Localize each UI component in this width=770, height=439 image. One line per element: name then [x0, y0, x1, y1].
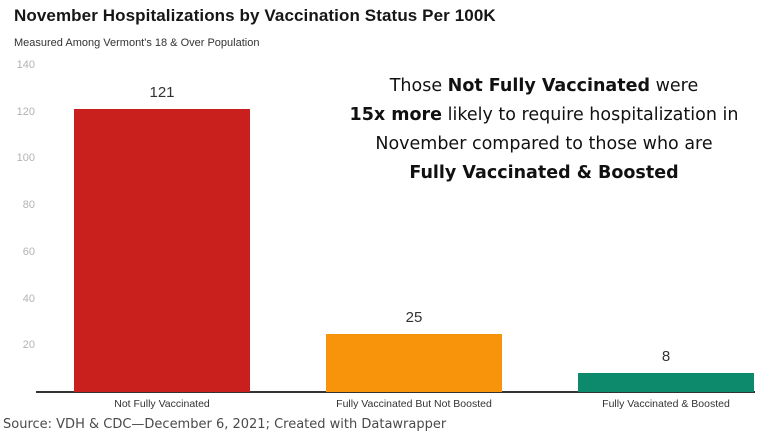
- y-axis-tick-label: 100: [16, 152, 35, 165]
- annotation-bold-text: Fully Vaccinated & Boosted: [409, 163, 679, 183]
- y-axis-tick-label: 120: [16, 105, 35, 118]
- annotation-regular-text: likely to require hospitalization in: [442, 105, 739, 125]
- annotation-bold-text: 15x more: [349, 105, 443, 125]
- chart-subtitle: Measured Among Vermont's 18 & Over Popul…: [14, 37, 260, 49]
- x-axis-baseline: [36, 391, 755, 393]
- annotation-line: Fully Vaccinated & Boosted: [318, 159, 770, 188]
- chart-title: November Hospitalizations by Vaccination…: [14, 6, 496, 25]
- y-axis-tick-label: 80: [22, 199, 35, 212]
- y-axis-tick-label: 40: [22, 292, 35, 305]
- y-axis-tick-label: 20: [22, 339, 35, 352]
- annotation-text: Those Not Fully Vaccinated were 15x more …: [318, 72, 770, 188]
- annotation-line: November compared to those who are: [318, 130, 770, 159]
- y-axis-tick-label: 140: [16, 58, 35, 71]
- bar: [74, 109, 250, 392]
- bar: [578, 373, 754, 392]
- y-axis-tick-label: 60: [22, 245, 35, 258]
- annotation-regular-text: Those: [389, 76, 448, 96]
- bar: [326, 334, 502, 392]
- annotation-regular-text: were: [650, 76, 699, 96]
- bar-value-label: 8: [661, 348, 671, 365]
- source-note: Source: VDH & CDC—December 6, 2021; Crea…: [3, 417, 447, 432]
- bar-value-label: 25: [405, 309, 423, 326]
- annotation-line: Those Not Fully Vaccinated were: [318, 72, 770, 101]
- bar-value-label: 121: [149, 84, 175, 101]
- annotation-regular-text: November compared to those who are: [375, 134, 713, 154]
- annotation-line: 15x more likely to require hospitalizati…: [318, 101, 770, 130]
- annotation-bold-text: Not Fully Vaccinated: [447, 76, 651, 96]
- bar-category-label: Fully Vaccinated But Not Boosted: [336, 398, 492, 410]
- bar-category-label: Not Fully Vaccinated: [114, 398, 210, 410]
- bar-category-label: Fully Vaccinated & Boosted: [602, 398, 730, 410]
